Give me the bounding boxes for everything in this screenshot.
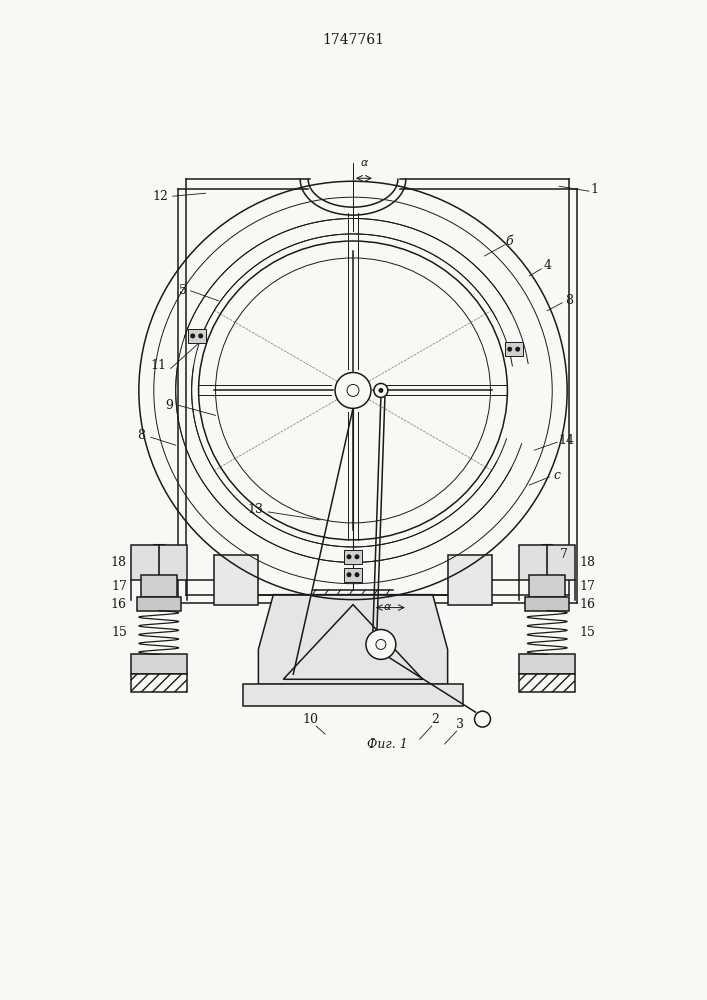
Circle shape <box>515 347 520 352</box>
Text: б: б <box>506 235 513 248</box>
Text: 3: 3 <box>455 718 464 731</box>
Text: 7: 7 <box>560 548 568 561</box>
Text: 16: 16 <box>111 598 127 611</box>
Circle shape <box>190 333 195 338</box>
Circle shape <box>354 554 359 559</box>
Circle shape <box>507 347 512 352</box>
Circle shape <box>374 383 388 397</box>
Text: 8: 8 <box>565 294 573 307</box>
Text: 8: 8 <box>137 429 145 442</box>
Text: 13: 13 <box>247 503 264 516</box>
Text: 9: 9 <box>165 399 173 412</box>
Circle shape <box>198 333 203 338</box>
Text: 18: 18 <box>111 556 127 569</box>
Text: 4: 4 <box>543 259 551 272</box>
Text: $\alpha$: $\alpha$ <box>361 158 370 168</box>
Text: 14: 14 <box>558 434 574 447</box>
Bar <box>505 342 522 356</box>
Text: 18: 18 <box>579 556 595 569</box>
Circle shape <box>346 554 351 559</box>
Circle shape <box>335 373 371 408</box>
Text: c: c <box>554 469 561 482</box>
Text: 2: 2 <box>431 713 438 726</box>
Text: 15: 15 <box>111 626 127 639</box>
Text: 11: 11 <box>151 359 167 372</box>
Text: 15: 15 <box>579 626 595 639</box>
Bar <box>131 674 187 692</box>
Text: 1747761: 1747761 <box>322 33 384 47</box>
Bar <box>137 597 181 611</box>
Text: 17: 17 <box>111 580 127 593</box>
Bar <box>188 329 206 343</box>
Text: 1: 1 <box>590 183 598 196</box>
Text: 17: 17 <box>579 580 595 593</box>
Bar <box>243 684 462 706</box>
Text: 16: 16 <box>579 598 595 611</box>
Bar <box>141 575 177 597</box>
Bar <box>131 654 187 674</box>
Bar <box>214 555 258 605</box>
Text: $\alpha$: $\alpha$ <box>383 602 392 612</box>
Circle shape <box>354 572 359 577</box>
Bar <box>520 674 575 692</box>
Text: 10: 10 <box>302 713 318 726</box>
Bar <box>525 597 569 611</box>
Bar <box>530 575 565 597</box>
Circle shape <box>346 572 351 577</box>
Polygon shape <box>258 595 448 684</box>
Circle shape <box>366 629 396 659</box>
Bar <box>344 568 362 582</box>
Circle shape <box>474 711 491 727</box>
Bar <box>520 545 575 580</box>
Circle shape <box>378 388 383 393</box>
Text: 12: 12 <box>153 190 169 203</box>
Bar <box>448 555 493 605</box>
Text: 5: 5 <box>179 284 187 297</box>
Bar <box>520 654 575 674</box>
Text: Фиг. 1: Фиг. 1 <box>368 738 408 751</box>
Bar <box>344 550 362 564</box>
Bar <box>131 545 187 580</box>
